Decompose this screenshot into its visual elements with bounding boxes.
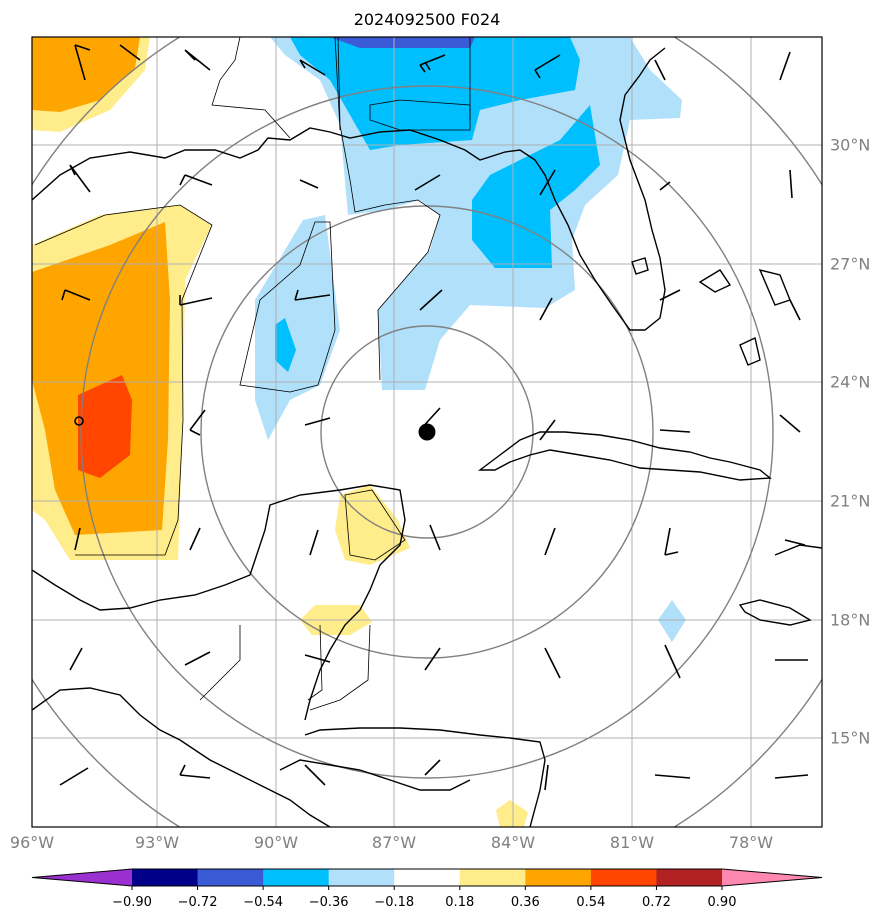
colorbar-swatch xyxy=(722,869,822,886)
colorbar-tick-label: 0.72 xyxy=(641,895,671,910)
colorbar-tick-label: −0.72 xyxy=(177,895,218,910)
storm-center-marker xyxy=(418,423,436,441)
colorbar-swatch xyxy=(328,869,395,886)
shaded-field xyxy=(32,37,686,827)
graticule xyxy=(32,37,822,827)
lon-label: 81°W xyxy=(609,833,655,852)
colorbar-tick-label: −0.54 xyxy=(243,895,284,910)
lon-label: 90°W xyxy=(253,833,299,852)
colorbar-tick-label: 0.90 xyxy=(707,895,737,910)
colorbar-tick-label: 0.54 xyxy=(576,895,606,910)
political-borders xyxy=(199,37,471,711)
colorbar-tick-label: −0.90 xyxy=(112,895,152,910)
map-frame xyxy=(31,36,823,828)
colorbar-swatch xyxy=(525,869,592,886)
colorbar-swatch xyxy=(132,869,199,886)
colorbar-swatch xyxy=(590,869,657,886)
colorbar-swatch xyxy=(32,869,132,886)
lat-label: 30°N xyxy=(830,135,871,155)
lon-label: 87°W xyxy=(371,833,417,852)
lat-label: 21°N xyxy=(830,491,871,511)
map-title: 2024092500 F024 xyxy=(353,10,501,29)
colorbar-tick-label: 0.18 xyxy=(445,895,475,910)
colorbar-ticks xyxy=(131,886,723,890)
secondary-marker xyxy=(74,416,84,426)
colorbar-tick-label: 0.36 xyxy=(510,895,540,910)
lat-label: 24°N xyxy=(830,372,871,392)
lat-label: 27°N xyxy=(830,254,871,274)
lon-label: 96°W xyxy=(9,833,55,852)
colorbar xyxy=(31,868,823,890)
colorbar-swatch xyxy=(263,869,330,886)
wind-barbs xyxy=(59,44,809,791)
contour-lines xyxy=(34,37,471,561)
colorbar-tick-label: −0.18 xyxy=(374,895,415,910)
colorbar-swatches xyxy=(31,868,823,887)
colorbar-swatch xyxy=(459,869,526,886)
lon-label: 93°W xyxy=(134,833,180,852)
lon-label: 84°W xyxy=(490,833,536,852)
colorbar-tick-label: −0.36 xyxy=(308,895,349,910)
colorbar-swatch xyxy=(656,869,723,886)
lat-label: 15°N xyxy=(830,728,871,748)
coastlines xyxy=(32,47,822,827)
forecast-map xyxy=(31,36,823,828)
lat-label: 18°N xyxy=(830,610,871,630)
colorbar-swatch xyxy=(394,869,461,886)
lon-label: 78°W xyxy=(728,833,774,852)
colorbar-swatch xyxy=(197,869,264,886)
